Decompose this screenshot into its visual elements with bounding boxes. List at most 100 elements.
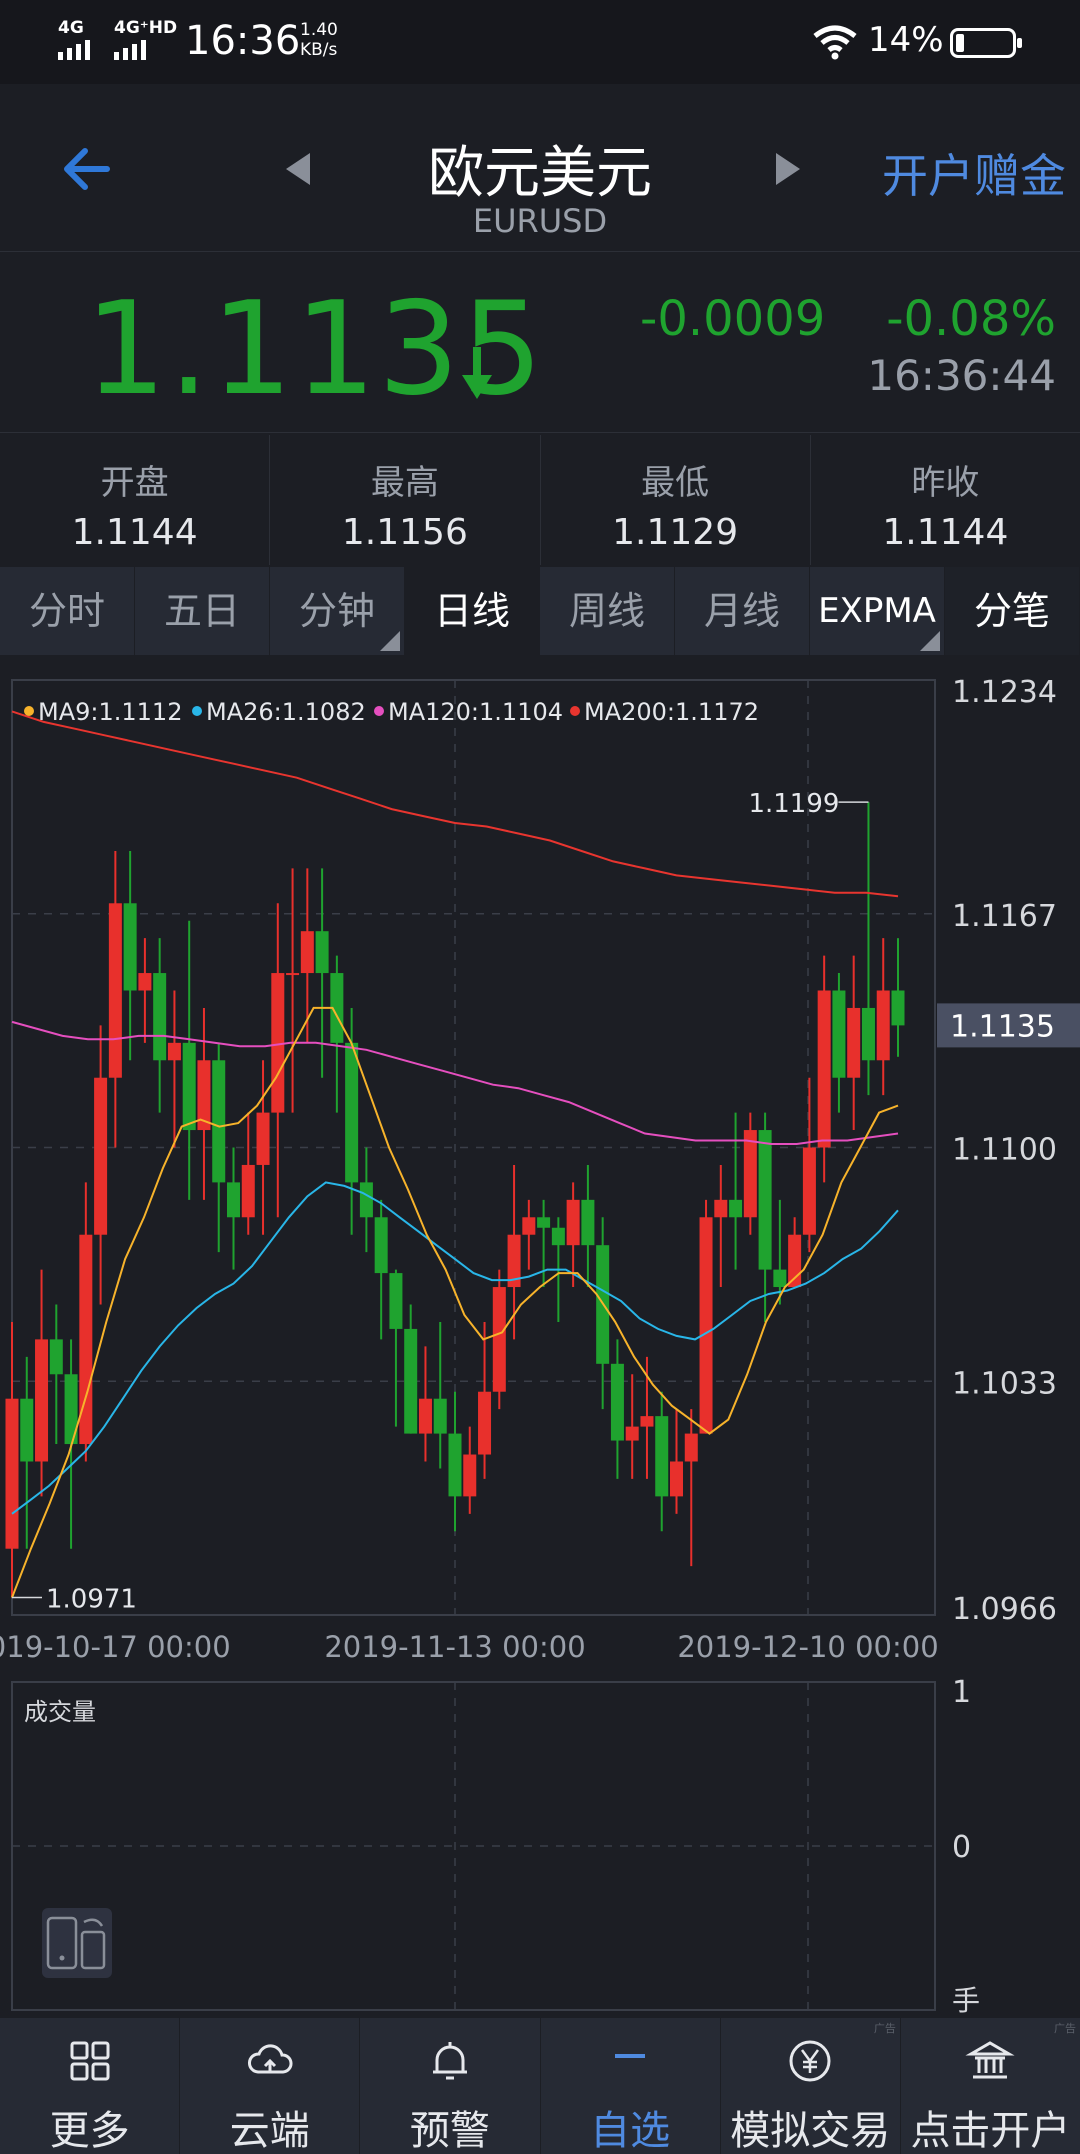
- nav-cloud[interactable]: 云端: [180, 2018, 361, 2154]
- candle-body: [758, 1130, 772, 1270]
- candle-body: [418, 1398, 432, 1434]
- dropdown-corner-icon: [920, 631, 940, 651]
- candle-body: [20, 1398, 34, 1462]
- wifi-icon: [813, 25, 857, 60]
- candle-body: [448, 1433, 462, 1497]
- tab-minute[interactable]: 分钟: [270, 567, 405, 655]
- open-account-link[interactable]: 开户赠金: [882, 149, 1066, 203]
- speed-unit: KB/s: [300, 40, 338, 60]
- chart-area[interactable]: 1.1234 1.1167 1.1100 1.1033 1.0966 MA9:1.1112…: [0, 660, 1080, 2020]
- candlestick-chart[interactable]: 1.1234 1.1167 1.1100 1.1033 1.0966 MA9:1.1112…: [0, 660, 1080, 2020]
- nav-label: 云端: [229, 2108, 310, 2154]
- tab-monthly[interactable]: 月线: [675, 567, 810, 655]
- low-annotation: 1.0971: [46, 1585, 137, 1615]
- ma26-line: [11, 1181, 899, 1515]
- tab-ticks[interactable]: 分笔: [945, 567, 1080, 655]
- candle-body: [625, 1426, 639, 1441]
- battery-percent: 14%: [868, 20, 944, 60]
- candle-body: [861, 1007, 875, 1061]
- price-tick-label: 1.1234: [952, 675, 1057, 710]
- volume-unit-label: 手: [952, 1984, 980, 2017]
- stat-label: 昨收: [911, 463, 980, 503]
- date-tick-label: 2019-11-13 00:00: [324, 1630, 585, 1664]
- network-indicator-2: 4G⁺HD: [114, 18, 178, 38]
- high-annotation: 1.1199: [748, 789, 839, 819]
- candle-body: [551, 1227, 565, 1246]
- candle-body: [876, 990, 890, 1061]
- candle-body: [610, 1363, 624, 1441]
- candle-body: [817, 990, 831, 1148]
- price-tick-label: 1.0966: [952, 1592, 1057, 1627]
- legend-label: MA26:1.1082: [206, 698, 366, 726]
- bank-icon: [965, 2041, 1016, 2079]
- candle-body: [714, 1199, 728, 1218]
- nav-watchlist[interactable]: 自选: [541, 2018, 721, 2154]
- tab-five-day[interactable]: 五日: [135, 567, 270, 655]
- candle-body: [345, 1042, 359, 1183]
- candle-body: [153, 973, 167, 1061]
- candle-body: [330, 973, 344, 1043]
- candle-body: [374, 1217, 388, 1274]
- candle-body: [182, 1042, 196, 1131]
- candle-body: [847, 1007, 861, 1078]
- candle-body: [492, 1287, 506, 1392]
- candle-body: [655, 1416, 669, 1497]
- current-price: 1.1135: [85, 275, 545, 424]
- period-tabs: 分时 五日 分钟 日线 周线 月线 EXPMA 分笔: [0, 567, 1080, 655]
- status-time: 16:36: [185, 18, 301, 64]
- phone-icon: [46, 1916, 78, 1970]
- cloud-icon: [247, 2044, 293, 2074]
- tab-expma[interactable]: EXPMA: [810, 567, 945, 655]
- rotate-icon: [80, 1930, 106, 1970]
- stat-low: 最低 1.1129: [541, 435, 811, 565]
- legend-marker: [24, 706, 34, 716]
- candle-body: [463, 1454, 477, 1497]
- tab-weekly[interactable]: 周线: [540, 567, 675, 655]
- volume-title: 成交量: [24, 1698, 96, 1726]
- prev-symbol-icon[interactable]: [280, 149, 316, 189]
- arrow-down-icon: [462, 347, 492, 399]
- nav-demo-trading[interactable]: 广告 模拟交易: [721, 2018, 901, 2154]
- candle-body: [315, 931, 329, 974]
- candle-body: [108, 903, 122, 1078]
- grid-icon: [70, 2041, 110, 2081]
- price-change-percent: -0.08%: [886, 291, 1056, 347]
- candle-body: [433, 1398, 447, 1434]
- tab-timeshare[interactable]: 分时: [0, 567, 135, 655]
- nav-more[interactable]: 更多: [0, 2018, 181, 2154]
- network-speed: 1.40 KB/s: [300, 20, 338, 60]
- candle-body: [404, 1328, 418, 1434]
- candle-body: [832, 990, 846, 1078]
- candle-body: [212, 1060, 226, 1183]
- tab-daily[interactable]: 日线: [405, 567, 540, 655]
- header-bar: 欧元美元 EURUSD 开户赠金: [0, 84, 1080, 252]
- back-arrow-icon[interactable]: [55, 134, 125, 204]
- nav-label: 模拟交易: [730, 2108, 891, 2154]
- current-price-tag: [937, 1003, 1080, 1048]
- nav-label: 自选: [590, 2108, 671, 2154]
- next-symbol-icon[interactable]: [770, 149, 806, 189]
- candle-body: [79, 1234, 93, 1445]
- candle-body: [670, 1461, 683, 1497]
- price-tick-label: 1.1100: [952, 1133, 1057, 1168]
- nav-open-account[interactable]: 广告 点击开户: [901, 2018, 1080, 2154]
- candle-body: [729, 1199, 743, 1218]
- minus-icon: [615, 2054, 646, 2058]
- legend-marker: [570, 706, 580, 716]
- candle-body: [49, 1339, 63, 1375]
- candle-body: [359, 1182, 373, 1218]
- stat-label: 开盘: [100, 463, 169, 503]
- candle-body: [478, 1391, 492, 1455]
- legend-label: MA9:1.1112: [38, 698, 182, 726]
- rotate-arrow-icon: [83, 1918, 104, 1927]
- candle-body: [271, 973, 285, 1113]
- rotate-screen-button[interactable]: [42, 1908, 112, 1978]
- ma200-line: [11, 710, 899, 898]
- speed-value: 1.40: [300, 20, 338, 40]
- nav-alert[interactable]: 预警: [360, 2018, 541, 2154]
- candle-body: [167, 1042, 181, 1061]
- status-bar: 4G 4G⁺HD 16:36 1.40 KB/s 14%: [0, 0, 1080, 84]
- legend-label: MA120:1.1104: [388, 698, 563, 726]
- battery-icon: [950, 28, 1022, 58]
- signal-bars-icon: [58, 40, 90, 60]
